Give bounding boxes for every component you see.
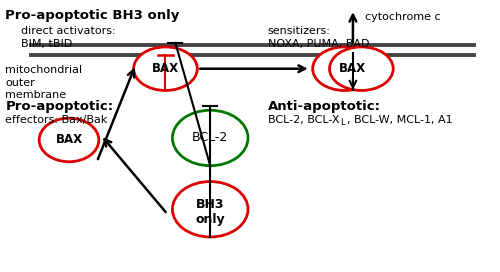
Text: BAX: BAX	[340, 62, 366, 75]
Text: BCL-2: BCL-2	[192, 131, 228, 144]
Ellipse shape	[330, 47, 393, 91]
Text: BIM, tBID: BIM, tBID	[22, 39, 72, 49]
Text: L: L	[340, 118, 345, 127]
Text: direct activators:: direct activators:	[22, 26, 116, 36]
Ellipse shape	[172, 181, 248, 237]
Text: NOXA, PUMA, BAD: NOXA, PUMA, BAD	[268, 39, 370, 49]
Text: cytochrome c: cytochrome c	[365, 12, 440, 22]
Text: BAX: BAX	[152, 62, 179, 75]
Text: only: only	[196, 213, 225, 226]
Text: outer: outer	[6, 78, 35, 88]
Ellipse shape	[134, 47, 198, 91]
Text: Pro-apoptotic:: Pro-apoptotic:	[6, 100, 114, 113]
Text: mitochondrial: mitochondrial	[6, 65, 82, 75]
Ellipse shape	[39, 118, 99, 162]
Text: , BCL-W, MCL-1, A1: , BCL-W, MCL-1, A1	[348, 115, 453, 125]
Text: BCL-2, BCL-X: BCL-2, BCL-X	[268, 115, 340, 125]
Text: Anti-apoptotic:: Anti-apoptotic:	[268, 100, 381, 113]
Text: sensitizers:: sensitizers:	[268, 26, 331, 36]
Ellipse shape	[312, 47, 376, 91]
Text: BAX: BAX	[56, 134, 82, 146]
Text: BH3: BH3	[196, 198, 224, 211]
Text: membrane: membrane	[6, 91, 66, 100]
Ellipse shape	[172, 110, 248, 166]
Text: Pro-apoptotic BH3 only: Pro-apoptotic BH3 only	[6, 9, 180, 22]
Text: effectors: Bax/Bak: effectors: Bax/Bak	[6, 115, 108, 125]
